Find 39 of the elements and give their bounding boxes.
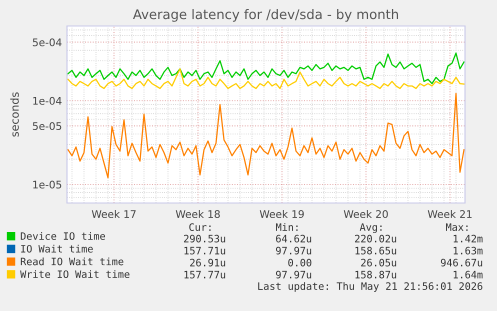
line-series: [67, 92, 465, 178]
text: 26.05u: [361, 258, 396, 266]
line-series: [67, 68, 465, 90]
text: Min:: [276, 223, 298, 231]
legend-label: Read IO Wait time: [20, 257, 124, 266]
x-tick-label: Week 18: [176, 210, 220, 218]
text: 0.00: [288, 258, 312, 266]
legend-label: IO Wait time: [21, 244, 93, 253]
text: 158.65u: [355, 246, 396, 254]
legend-label: Write IO Wait time: [20, 270, 130, 278]
text: 158.87u: [355, 270, 396, 278]
text: Last update: Thu May 21 21:56:01 2026: [258, 282, 482, 292]
x-tick-label: Week 17: [92, 210, 136, 218]
text: Avg:: [360, 223, 382, 233]
text: 97.97u: [276, 270, 312, 278]
text: 946.67u: [440, 258, 482, 266]
y-tick-label: 1e-05: [33, 180, 62, 189]
y-tick-label: 1e-04: [33, 96, 62, 105]
text: 1.64m: [454, 270, 483, 278]
text: 157.71u: [184, 246, 226, 254]
text: Max:: [446, 223, 468, 231]
text: 1.63m: [454, 246, 483, 254]
text: Cur:: [189, 223, 211, 231]
legend-label: Device IO time: [20, 232, 106, 240]
text: 290.53u: [184, 234, 226, 242]
y-tick-label: 5e-04: [32, 38, 62, 46]
text: 220.02u: [355, 234, 396, 242]
y-tick-label: 5e-05: [32, 122, 62, 130]
chart-title: Average latency for /dev/sda - by month: [132, 9, 398, 22]
text: 1.42m: [454, 234, 483, 242]
x-tick-label: Week 21: [428, 210, 472, 218]
x-tick-label: Week 19: [260, 210, 304, 218]
text: 157.77u: [184, 270, 226, 278]
x-tick-label: Week 20: [344, 210, 388, 218]
line-series: [67, 52, 465, 84]
text: 97.97u: [276, 246, 312, 254]
y-axis-title: seconds: [10, 92, 19, 137]
text: 64.62u: [276, 234, 312, 242]
text: 26.91u: [190, 258, 226, 266]
